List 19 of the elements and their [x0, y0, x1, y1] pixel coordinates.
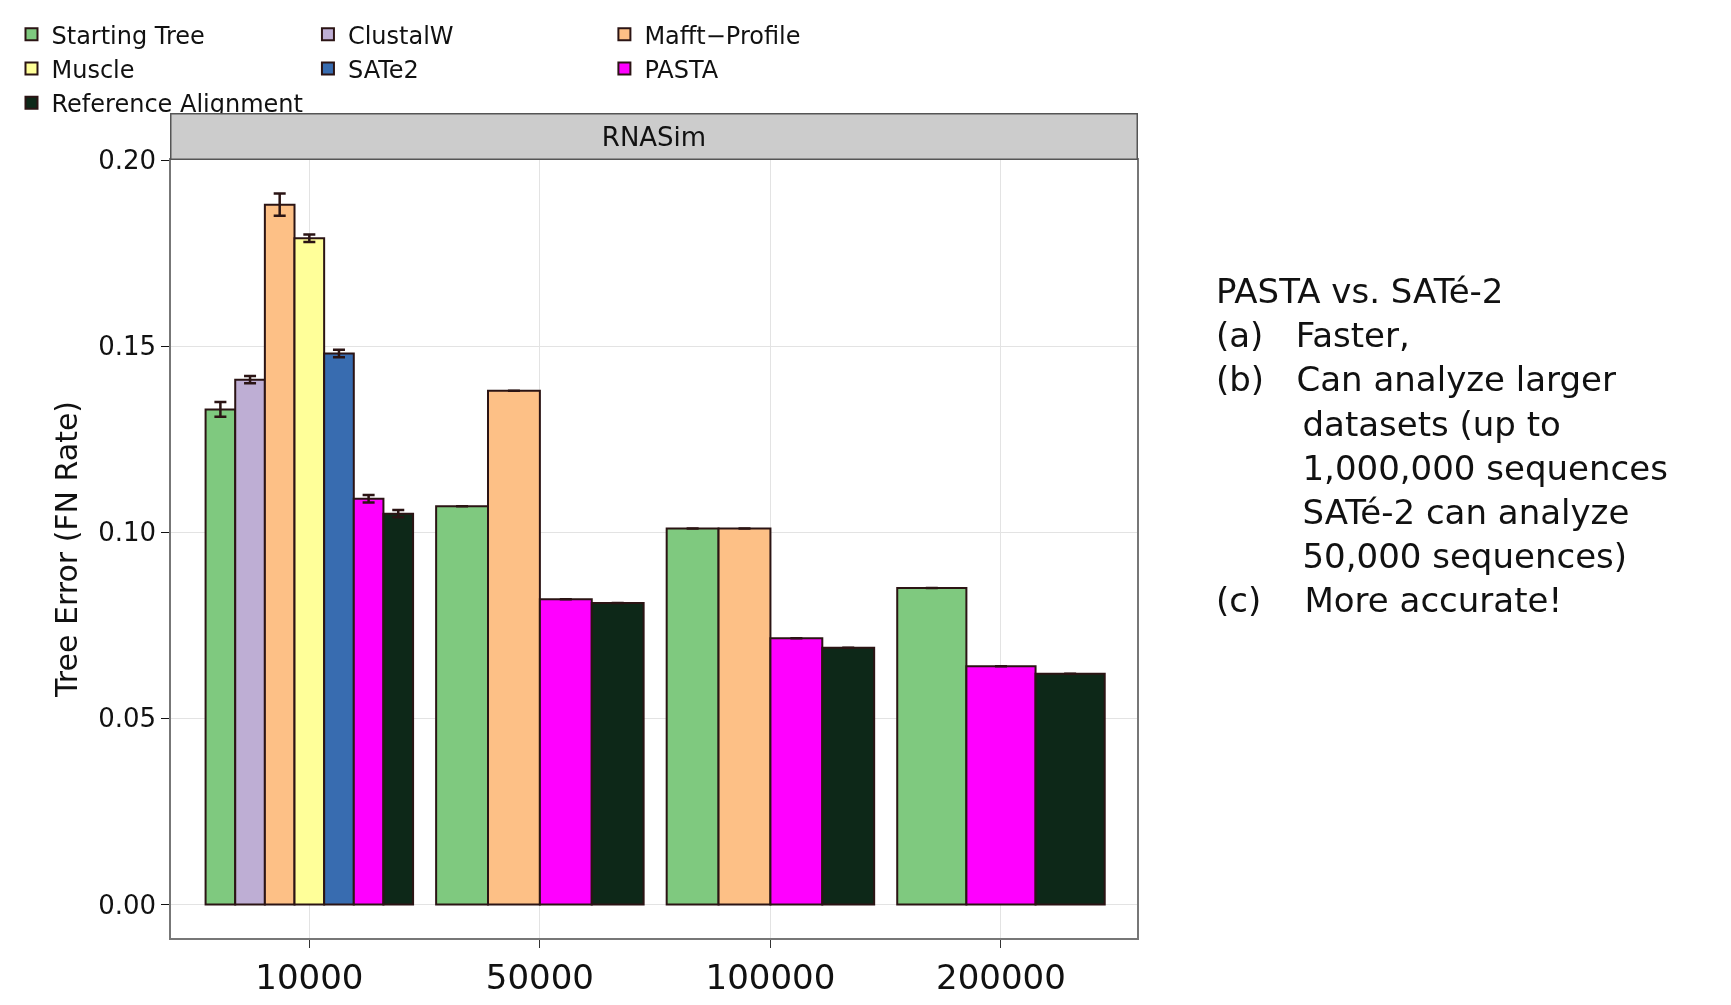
legend-label: ClustalW: [347, 21, 454, 50]
legend-label: PASTA: [644, 55, 719, 84]
y-tick-label: 0.20: [98, 145, 157, 176]
y-tick-label: 0.15: [98, 331, 157, 362]
y-tick-label: 0.10: [98, 517, 157, 548]
x-tick-label: 50000: [485, 956, 594, 997]
legend-label: Starting Tree: [51, 21, 205, 50]
text: PASTA vs. SATé-2 (a) Faster, (b) Can analyze larger datasets (up to 1,000,000 sequences SATé-2 can analyze 50,000 sequences) (c) More accurate!: [1216, 271, 1668, 621]
y-tick-label: 0.00: [98, 889, 157, 920]
y-tick-label: 0.05: [98, 703, 157, 734]
x-tick-label: 100000: [705, 956, 836, 997]
y-axis-title: Tree Error (FN Rate): [48, 400, 84, 699]
x-tick-label: 10000: [255, 956, 364, 997]
x-tick-label: 200000: [936, 956, 1066, 997]
legend-label: Reference Alignment: [51, 90, 303, 119]
legend-label: SATe2: [347, 55, 419, 84]
legend-label: Mafft−Profile: [644, 21, 801, 50]
legend-label: Muscle: [51, 55, 135, 84]
chart-title: RNASim: [601, 121, 707, 152]
